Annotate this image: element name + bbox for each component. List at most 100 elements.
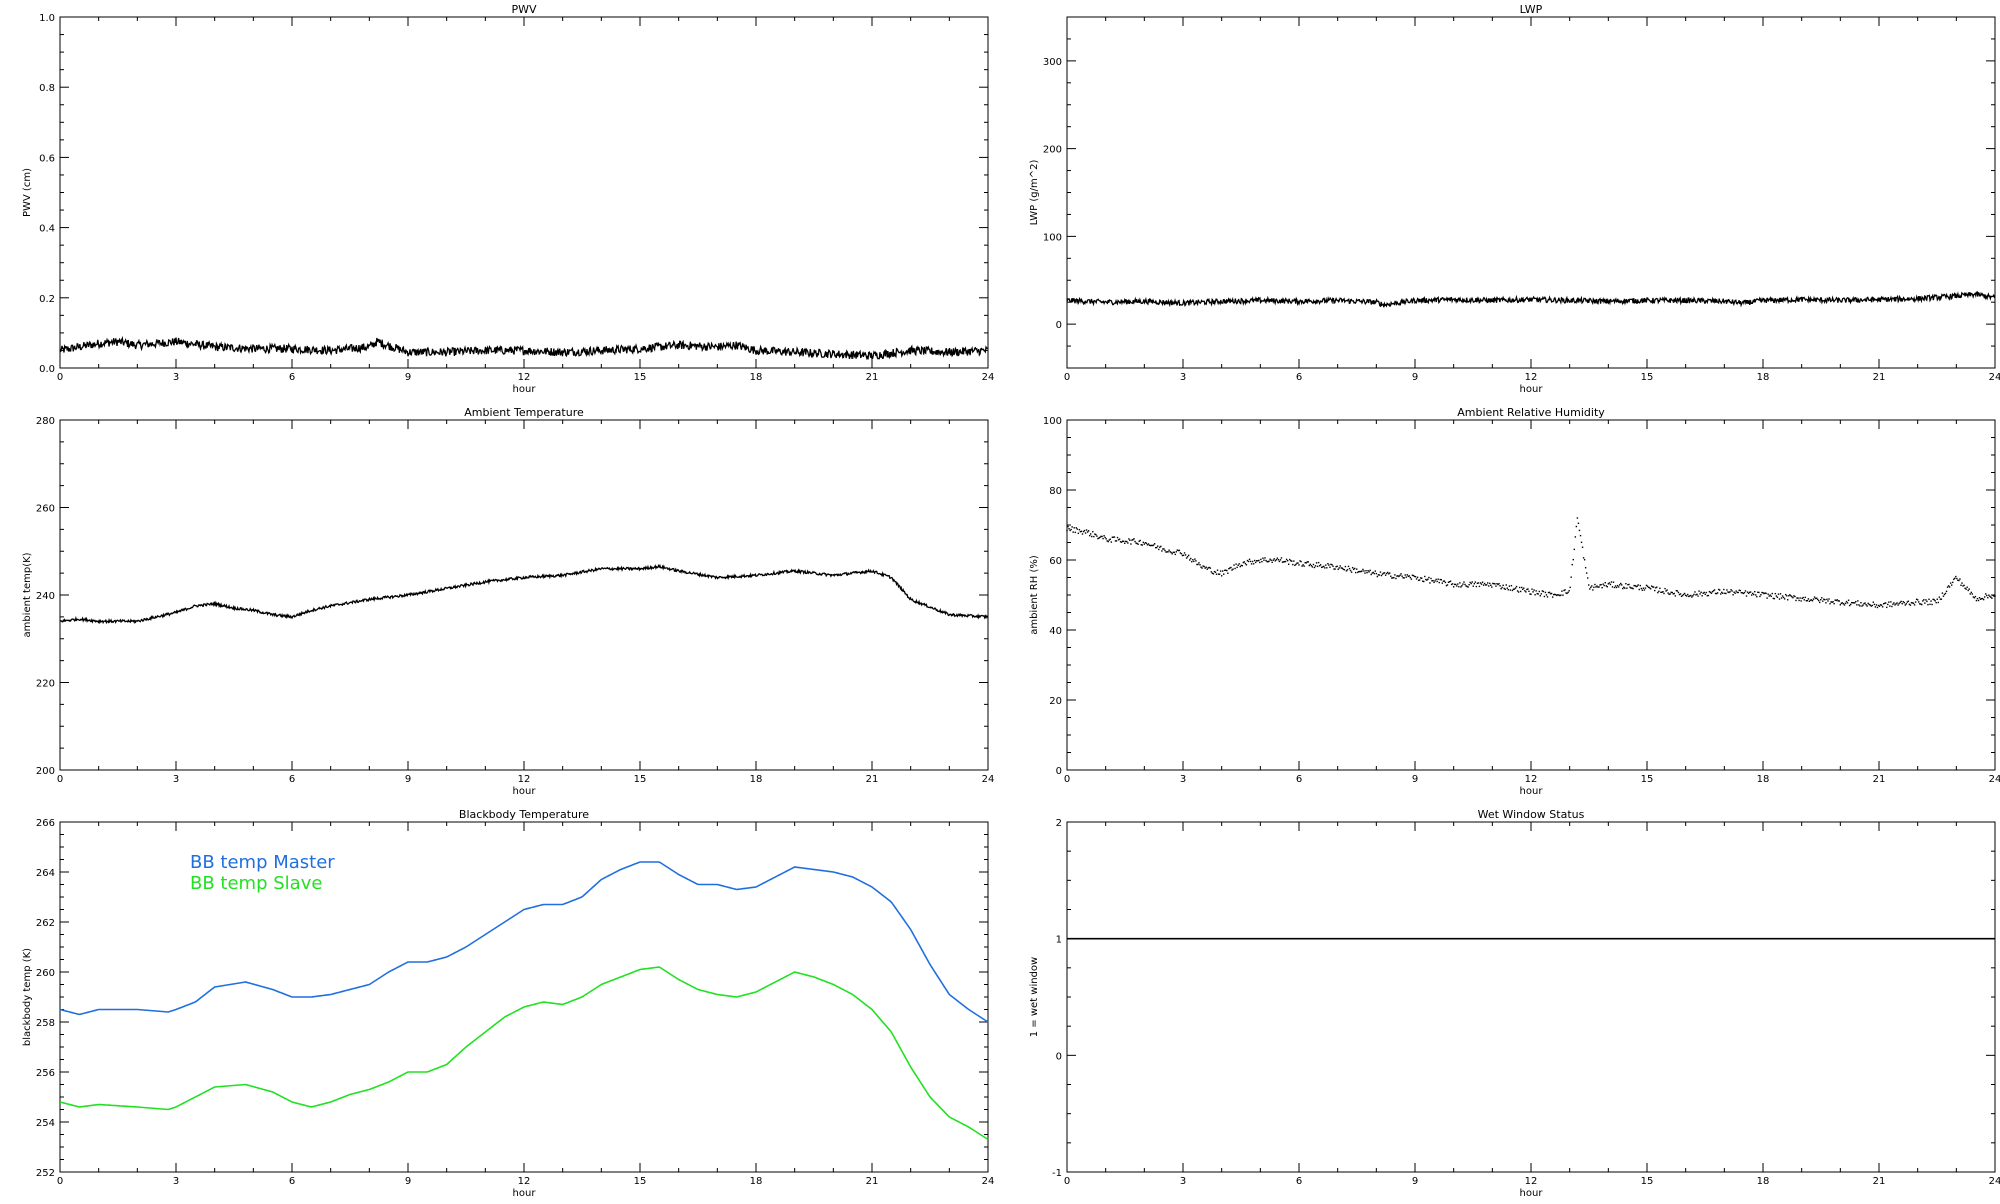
data-point <box>1935 601 1937 604</box>
data-point <box>1266 560 1268 563</box>
data-point <box>1172 551 1174 554</box>
data-point <box>1138 540 1140 543</box>
x-tick-label: 0 <box>1064 1176 1070 1187</box>
data-point <box>1529 593 1531 595</box>
y-tick-label: 80 <box>1049 486 1062 497</box>
data-point <box>1411 574 1414 577</box>
data-point <box>1937 601 1939 604</box>
data-point <box>1544 591 1547 594</box>
data-point <box>1766 597 1768 599</box>
data-point <box>1438 581 1440 584</box>
data-point <box>1926 600 1928 603</box>
data-point <box>1197 563 1199 566</box>
data-point <box>1867 602 1869 605</box>
data-point <box>1704 593 1706 596</box>
data-point <box>1545 594 1548 596</box>
data-point <box>1534 594 1536 596</box>
data-point <box>1108 539 1110 541</box>
data-point <box>1201 567 1203 569</box>
data-point <box>1392 577 1394 579</box>
data-point <box>1645 584 1648 587</box>
data-point <box>1568 590 1570 592</box>
data-point <box>1415 578 1418 580</box>
data-point <box>1098 537 1100 539</box>
data-point <box>1078 528 1081 531</box>
data-point <box>1308 564 1311 567</box>
data-point <box>1170 551 1172 554</box>
data-point <box>1527 588 1529 590</box>
data-point <box>1175 551 1177 553</box>
data-point <box>1335 566 1337 568</box>
data-point <box>1206 568 1208 570</box>
data-point <box>1834 599 1836 601</box>
y-tick-label: 0.2 <box>39 294 55 305</box>
data-point <box>1326 567 1328 569</box>
data-point <box>1809 599 1812 601</box>
plot-frame <box>59 419 989 771</box>
data-point <box>1304 561 1306 564</box>
data-point <box>1432 579 1434 582</box>
data-point <box>1259 561 1261 564</box>
data-point <box>1243 561 1246 563</box>
data-point <box>1869 604 1871 606</box>
plot-frame <box>1066 821 1996 1173</box>
data-point <box>1556 594 1558 597</box>
data-point <box>1367 570 1369 572</box>
data-point <box>1885 602 1887 604</box>
data-point <box>1850 601 1853 604</box>
y-tick-label: 266 <box>36 818 55 829</box>
data-point <box>1593 586 1595 589</box>
data-point <box>1922 600 1924 602</box>
data-point <box>1667 592 1669 594</box>
data-point <box>1840 602 1843 605</box>
data-point <box>1311 566 1314 568</box>
data-point <box>1395 577 1397 580</box>
data-point <box>1079 530 1082 533</box>
data-point <box>1893 602 1895 604</box>
data-point <box>1285 558 1288 561</box>
data-point <box>1595 586 1597 588</box>
data-point <box>1135 542 1137 544</box>
data-point <box>1180 553 1183 555</box>
data-point <box>1860 602 1862 604</box>
data-point <box>1211 572 1214 574</box>
data-point <box>1569 586 1571 589</box>
data-point <box>1858 604 1860 606</box>
data-point <box>1815 597 1818 599</box>
data-point <box>1892 603 1894 605</box>
data-point <box>1976 597 1979 600</box>
chart-title: PWV <box>511 3 537 16</box>
data-point <box>1749 591 1752 593</box>
x-tick-label: 0 <box>1064 372 1070 383</box>
data-point <box>1816 598 1819 601</box>
data-point <box>1880 604 1883 606</box>
data-point <box>1985 593 1987 595</box>
data-point <box>1460 586 1462 588</box>
data-point <box>1294 564 1296 567</box>
data-point <box>1202 565 1204 567</box>
data-point <box>1550 592 1553 595</box>
data-point <box>1905 603 1908 605</box>
data-point <box>1636 585 1638 587</box>
data-point <box>1754 590 1756 593</box>
data-point <box>1990 596 1992 598</box>
data-point <box>1973 597 1976 599</box>
data-point <box>1096 535 1098 537</box>
data-point <box>1190 557 1192 560</box>
data-point <box>1517 591 1520 593</box>
data-point <box>1502 584 1504 587</box>
data-point <box>1646 585 1649 587</box>
data-point <box>1103 535 1105 537</box>
data-point <box>1637 584 1639 586</box>
data-point <box>1390 575 1392 577</box>
data-point <box>1957 579 1959 582</box>
data-point <box>1653 586 1655 588</box>
data-point <box>1447 581 1450 584</box>
data-point <box>1153 543 1156 545</box>
data-point <box>1888 601 1890 603</box>
data-point <box>1562 594 1564 596</box>
data-point <box>1895 603 1897 605</box>
data-point <box>1647 586 1650 589</box>
data-point <box>1825 602 1827 604</box>
